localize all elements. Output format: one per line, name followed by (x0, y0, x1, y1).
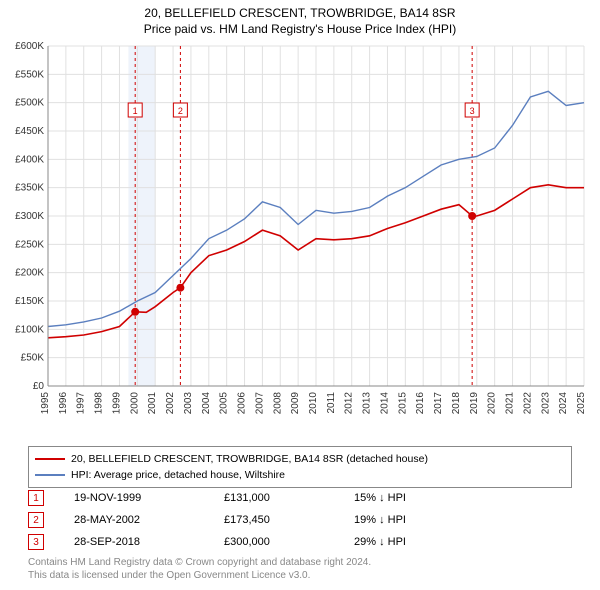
legend-swatch (35, 458, 65, 460)
svg-text:2016: 2016 (415, 392, 426, 415)
svg-text:£250K: £250K (15, 239, 44, 250)
svg-text:2: 2 (178, 106, 183, 116)
svg-text:1996: 1996 (58, 392, 69, 415)
price-chart: £0£50K£100K£150K£200K£250K£300K£350K£400… (48, 46, 588, 386)
svg-text:2025: 2025 (576, 392, 587, 415)
svg-text:£550K: £550K (15, 69, 44, 80)
footer-line1: Contains HM Land Registry data © Crown c… (28, 556, 371, 569)
footer-attribution: Contains HM Land Registry data © Crown c… (28, 556, 371, 582)
event-marker-icon: 1 (28, 490, 44, 506)
svg-text:2010: 2010 (308, 392, 319, 415)
svg-text:2014: 2014 (379, 392, 390, 415)
svg-text:2007: 2007 (254, 392, 265, 415)
svg-text:2003: 2003 (183, 392, 194, 415)
event-date: 28-SEP-2018 (74, 536, 224, 548)
svg-text:2008: 2008 (272, 392, 283, 415)
svg-text:£0: £0 (33, 381, 45, 392)
event-row: 2 28-MAY-2002 £173,450 19% ↓ HPI (28, 512, 454, 528)
legend-swatch (35, 474, 65, 476)
svg-text:2020: 2020 (487, 392, 498, 415)
chart-legend: 20, BELLEFIELD CRESCENT, TROWBRIDGE, BA1… (28, 446, 572, 488)
svg-text:£100K: £100K (15, 324, 44, 335)
svg-text:2021: 2021 (505, 392, 516, 415)
svg-text:£600K: £600K (15, 41, 44, 52)
svg-text:1: 1 (133, 106, 138, 116)
footer-line2: This data is licensed under the Open Gov… (28, 569, 371, 582)
event-price: £300,000 (224, 536, 354, 548)
event-pct: 29% ↓ HPI (354, 536, 454, 548)
legend-item-hpi: HPI: Average price, detached house, Wilt… (35, 467, 565, 483)
svg-text:2001: 2001 (147, 392, 158, 415)
legend-item-property: 20, BELLEFIELD CRESCENT, TROWBRIDGE, BA1… (35, 451, 565, 467)
svg-text:2019: 2019 (469, 392, 480, 415)
svg-text:2009: 2009 (290, 392, 301, 415)
svg-text:2024: 2024 (558, 392, 569, 415)
legend-label: HPI: Average price, detached house, Wilt… (71, 469, 285, 481)
svg-text:£150K: £150K (15, 296, 44, 307)
event-marker-icon: 2 (28, 512, 44, 528)
svg-text:2000: 2000 (129, 392, 140, 415)
svg-text:£300K: £300K (15, 211, 44, 222)
svg-text:2017: 2017 (433, 392, 444, 415)
chart-title-line2: Price paid vs. HM Land Registry's House … (0, 20, 600, 36)
svg-text:2002: 2002 (165, 392, 176, 415)
svg-text:3: 3 (470, 106, 475, 116)
svg-text:1997: 1997 (76, 392, 87, 415)
event-row: 3 28-SEP-2018 £300,000 29% ↓ HPI (28, 534, 454, 550)
svg-text:2022: 2022 (522, 392, 533, 415)
svg-text:2012: 2012 (344, 392, 355, 415)
event-pct: 15% ↓ HPI (354, 492, 454, 504)
legend-label: 20, BELLEFIELD CRESCENT, TROWBRIDGE, BA1… (71, 453, 428, 465)
event-price: £131,000 (224, 492, 354, 504)
svg-text:£350K: £350K (15, 183, 44, 194)
svg-text:2004: 2004 (201, 392, 212, 415)
svg-text:2018: 2018 (451, 392, 462, 415)
svg-text:£450K: £450K (15, 126, 44, 137)
event-pct: 19% ↓ HPI (354, 514, 454, 526)
svg-text:1998: 1998 (94, 392, 105, 415)
event-price: £173,450 (224, 514, 354, 526)
svg-text:£50K: £50K (21, 353, 45, 364)
svg-text:2013: 2013 (362, 392, 373, 415)
event-row: 1 19-NOV-1999 £131,000 15% ↓ HPI (28, 490, 454, 506)
event-marker-icon: 3 (28, 534, 44, 550)
svg-text:2011: 2011 (326, 392, 337, 414)
svg-text:£400K: £400K (15, 154, 44, 165)
event-table: 1 19-NOV-1999 £131,000 15% ↓ HPI 2 28-MA… (28, 490, 454, 556)
chart-title-line1: 20, BELLEFIELD CRESCENT, TROWBRIDGE, BA1… (0, 0, 600, 20)
svg-text:1995: 1995 (40, 392, 51, 415)
svg-text:£200K: £200K (15, 268, 44, 279)
event-date: 28-MAY-2002 (74, 514, 224, 526)
svg-text:2015: 2015 (397, 392, 408, 415)
svg-text:2023: 2023 (540, 392, 551, 415)
svg-text:£500K: £500K (15, 98, 44, 109)
svg-text:2006: 2006 (237, 392, 248, 415)
svg-text:2005: 2005 (219, 392, 230, 415)
event-date: 19-NOV-1999 (74, 492, 224, 504)
svg-text:1999: 1999 (111, 392, 122, 415)
